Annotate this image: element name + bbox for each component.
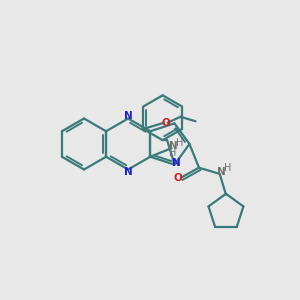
Text: O: O: [173, 172, 182, 183]
Text: N: N: [169, 141, 177, 151]
Text: H: H: [169, 148, 177, 158]
Text: N: N: [124, 111, 133, 122]
Text: N: N: [124, 167, 133, 177]
Text: N: N: [217, 167, 226, 177]
Text: H: H: [224, 163, 232, 173]
Text: H: H: [176, 138, 184, 148]
Text: O: O: [161, 118, 170, 128]
Text: N: N: [172, 158, 180, 168]
